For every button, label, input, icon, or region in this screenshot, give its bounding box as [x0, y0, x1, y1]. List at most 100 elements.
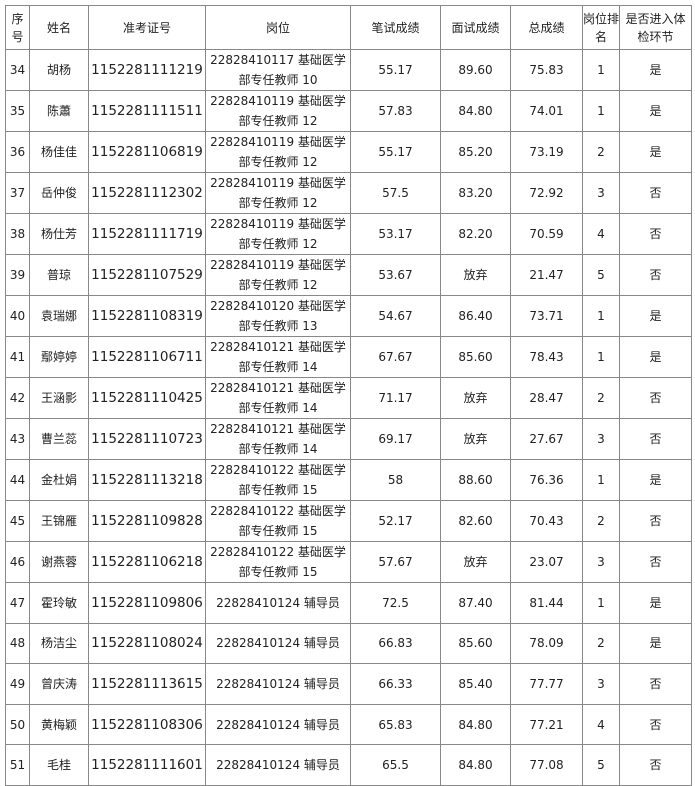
cell-written: 55.17 — [350, 131, 441, 173]
cell-total: 28.47 — [510, 377, 583, 419]
cell-position: 22828410120 基础医学部专任教师 13 — [205, 295, 351, 337]
cell-physical: 否 — [619, 377, 692, 419]
cell-written: 57.5 — [350, 172, 441, 214]
cell-written: 54.67 — [350, 295, 441, 337]
cell-name: 霍玲敏 — [29, 582, 89, 624]
cell-exam-id: 1152281111719 — [88, 213, 206, 255]
header-col-index: 序号 — [5, 5, 30, 50]
cell-written: 55.17 — [350, 49, 441, 91]
table-row: 47 霍玲敏 1152281109806 22828410124 辅导员 72.5 87.… — [5, 582, 692, 624]
cell-physical: 否 — [619, 213, 692, 255]
table-row: 48 杨洁尘 1152281108024 22828410124 辅导员 66.83 85… — [5, 622, 692, 665]
cell-exam-id: 1152281110425 — [88, 377, 206, 419]
cell-index: 35 — [5, 90, 30, 132]
cell-name: 袁瑞娜 — [29, 295, 89, 337]
cell-written: 65.83 — [350, 703, 441, 746]
cell-exam-id: 1152281109806 — [88, 582, 206, 624]
cell-exam-id: 1152281111219 — [88, 49, 206, 91]
header-col-position: 岗位 — [205, 5, 351, 50]
cell-total: 70.59 — [510, 213, 583, 255]
cell-rank: 3 — [582, 663, 620, 705]
cell-physical: 是 — [619, 336, 692, 378]
cell-index: 44 — [5, 459, 30, 501]
cell-physical: 是 — [619, 90, 692, 132]
cell-position: 22828410121 基础医学部专任教师 14 — [205, 336, 351, 378]
cell-physical: 否 — [619, 703, 692, 746]
cell-interview: 85.40 — [440, 663, 511, 705]
cell-total: 73.19 — [510, 131, 583, 173]
cell-index: 43 — [5, 418, 30, 460]
cell-physical: 是 — [619, 622, 692, 665]
cell-index: 40 — [5, 295, 30, 337]
cell-physical: 否 — [619, 744, 692, 786]
cell-name: 王锦雁 — [29, 500, 89, 542]
cell-written: 65.5 — [350, 744, 441, 786]
cell-exam-id: 1152281111601 — [88, 744, 206, 786]
cell-physical: 是 — [619, 582, 692, 624]
cell-interview: 85.60 — [440, 336, 511, 378]
cell-total: 77.77 — [510, 663, 583, 705]
cell-written: 67.67 — [350, 336, 441, 378]
cell-total: 81.44 — [510, 582, 583, 624]
cell-exam-id: 1152281106218 — [88, 541, 206, 583]
cell-total: 77.21 — [510, 703, 583, 746]
cell-physical: 是 — [619, 295, 692, 337]
cell-interview: 84.80 — [440, 703, 511, 746]
table-row: 49 曾庆涛 1152281113615 22828410124 辅导员 66.33 85… — [5, 663, 692, 705]
cell-rank: 1 — [582, 336, 620, 378]
table-row: 35 陈蕭 1152281111511 22828410119 基础医学部专任教师 1… — [5, 90, 692, 132]
cell-position: 22828410119 基础医学部专任教师 12 — [205, 254, 351, 296]
cell-exam-id: 1152281109828 — [88, 500, 206, 542]
cell-index: 49 — [5, 663, 30, 705]
cell-interview: 88.60 — [440, 459, 511, 501]
cell-name: 金杜娟 — [29, 459, 89, 501]
cell-name: 黄梅颖 — [29, 703, 89, 746]
cell-exam-id: 1152281108306 — [88, 703, 206, 746]
cell-written: 72.5 — [350, 582, 441, 624]
cell-position: 22828410122 基础医学部专任教师 15 — [205, 541, 351, 583]
header-col-exam-id: 准考证号 — [88, 5, 206, 50]
cell-rank: 2 — [582, 377, 620, 419]
cell-index: 41 — [5, 336, 30, 378]
cell-interview: 86.40 — [440, 295, 511, 337]
cell-index: 42 — [5, 377, 30, 419]
cell-exam-id: 1152281108319 — [88, 295, 206, 337]
cell-position: 22828410124 辅导员 — [205, 622, 351, 665]
cell-name: 曹兰蕊 — [29, 418, 89, 460]
header-col-interview: 面试成绩 — [440, 5, 511, 50]
cell-position: 22828410124 辅导员 — [205, 744, 351, 786]
cell-index: 47 — [5, 582, 30, 624]
cell-interview: 放弃 — [440, 418, 511, 460]
table-row: 45 王锦雁 1152281109828 22828410122 基础医学部专任教师 … — [5, 500, 692, 542]
cell-rank: 1 — [582, 90, 620, 132]
cell-position: 22828410122 基础医学部专任教师 15 — [205, 500, 351, 542]
cell-position: 22828410124 辅导员 — [205, 582, 351, 624]
cell-name: 毛桂 — [29, 744, 89, 786]
cell-rank: 2 — [582, 500, 620, 542]
cell-rank: 2 — [582, 622, 620, 665]
cell-physical: 是 — [619, 49, 692, 91]
cell-rank: 1 — [582, 459, 620, 501]
cell-total: 76.36 — [510, 459, 583, 501]
cell-exam-id: 1152281108024 — [88, 622, 206, 665]
cell-physical: 否 — [619, 663, 692, 705]
cell-index: 45 — [5, 500, 30, 542]
cell-interview: 83.20 — [440, 172, 511, 214]
header-col-physical: 是否进入体检环节 — [619, 5, 692, 50]
cell-written: 58 — [350, 459, 441, 501]
cell-rank: 3 — [582, 541, 620, 583]
cell-total: 23.07 — [510, 541, 583, 583]
cell-written: 52.17 — [350, 500, 441, 542]
cell-written: 53.67 — [350, 254, 441, 296]
cell-exam-id: 1152281106819 — [88, 131, 206, 173]
cell-total: 77.08 — [510, 744, 583, 786]
table-row: 34 胡杨 1152281111219 22828410117 基础医学部专任教师 1… — [5, 49, 692, 91]
cell-written: 66.33 — [350, 663, 441, 705]
cell-name: 胡杨 — [29, 49, 89, 91]
cell-total: 74.01 — [510, 90, 583, 132]
cell-index: 46 — [5, 541, 30, 583]
cell-interview: 87.40 — [440, 582, 511, 624]
cell-physical: 否 — [619, 541, 692, 583]
cell-total: 73.71 — [510, 295, 583, 337]
cell-index: 48 — [5, 622, 30, 665]
